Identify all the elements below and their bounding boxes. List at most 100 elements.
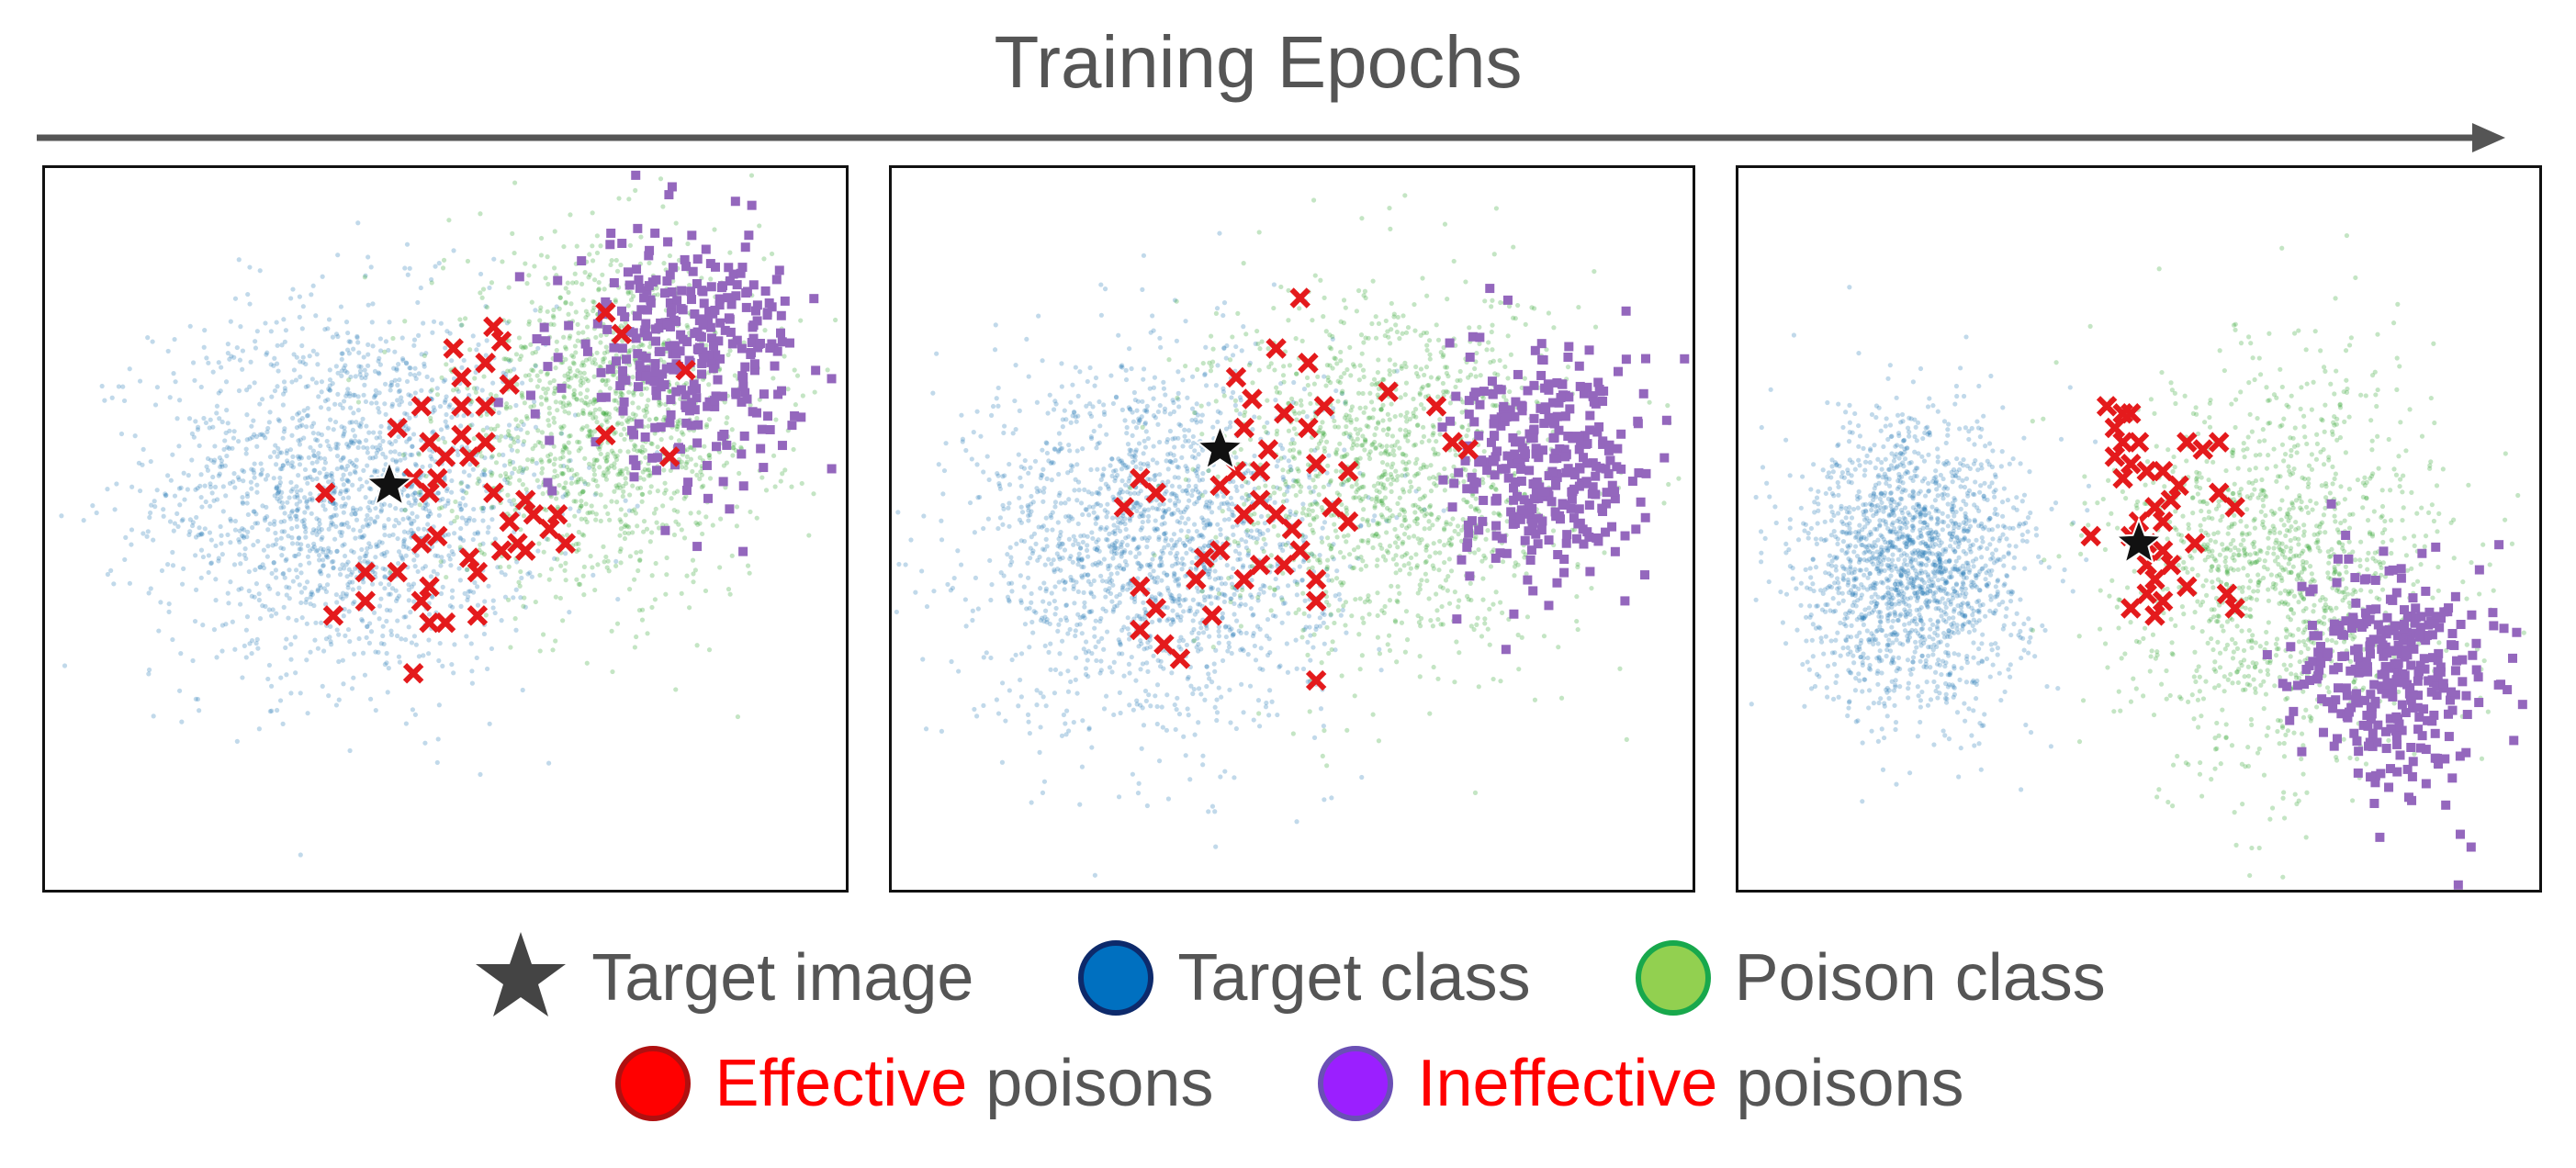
point-poison-class [552, 385, 557, 391]
point-target-class [315, 362, 321, 367]
point-target-class [278, 519, 284, 524]
point-target-class [211, 498, 217, 503]
point-target-class [1139, 746, 1144, 751]
point-poison-class [576, 477, 581, 482]
point-target-class [1119, 519, 1125, 524]
point-poison-class [792, 367, 797, 373]
point-target-class [265, 676, 271, 682]
point-target-class [1119, 549, 1125, 555]
point-poison-class [679, 459, 684, 465]
point-target-class [969, 456, 974, 462]
point-poison-class [640, 469, 646, 475]
point-target-class [1178, 528, 1184, 533]
point-target-class [1221, 591, 1227, 598]
point-target-class [1041, 499, 1046, 504]
point-poison-class [592, 407, 598, 412]
point-target-class [1063, 615, 1069, 621]
point-target-class [263, 435, 268, 441]
point-target-class [1154, 526, 1161, 533]
point-poison-class [581, 564, 587, 569]
point-target-class [309, 477, 315, 482]
point-target-class [384, 660, 389, 666]
point-target-class [385, 690, 390, 695]
point-target-class [365, 463, 370, 468]
point-target-class [1094, 539, 1099, 545]
point-target-class [485, 530, 490, 535]
point-target-class [1016, 703, 1021, 709]
point-target-class [1027, 730, 1032, 736]
point-target-class [1186, 516, 1191, 522]
point-target-class [1085, 533, 1090, 539]
point-ineffective-poison [661, 364, 671, 374]
point-target-class [367, 544, 374, 550]
point-ineffective-poison [756, 444, 766, 454]
point-poison-class [613, 456, 620, 463]
point-target-class [1288, 467, 1294, 473]
point-poison-class [561, 443, 568, 448]
point-poison-class [604, 455, 610, 460]
point-target-class [412, 564, 418, 569]
point-target-class [264, 473, 271, 478]
point-target-class [309, 498, 315, 503]
point-target-class [1140, 661, 1146, 667]
point-target-class [972, 706, 977, 713]
point-target-class [1238, 601, 1243, 607]
point-target-class [428, 574, 433, 579]
point-target-class [181, 470, 186, 476]
point-poison-class [591, 415, 596, 421]
point-target-class [1144, 803, 1150, 809]
point-target-class [427, 463, 433, 468]
point-target-class [480, 541, 486, 546]
point-poison-class [602, 455, 608, 461]
point-target-class [1138, 489, 1143, 494]
point-ineffective-poison [692, 279, 702, 289]
point-poison-class [601, 359, 606, 365]
point-ineffective-poison [651, 386, 661, 396]
point-ineffective-poison [557, 383, 567, 393]
point-target-class [459, 365, 465, 370]
point-target-class [284, 450, 289, 456]
point-poison-class [789, 484, 794, 489]
point-target-class [1109, 455, 1115, 462]
point-target-class [370, 568, 376, 575]
point-target-class [474, 386, 479, 391]
point-target-class [1088, 590, 1094, 597]
point-target-class [260, 603, 265, 609]
point-target-class [1041, 580, 1047, 586]
point-ineffective-poison [715, 318, 726, 328]
point-target-class [1054, 551, 1060, 556]
point-target-class [354, 517, 360, 522]
point-target-class [308, 474, 313, 479]
point-target-class [408, 393, 413, 399]
point-target-class [444, 424, 450, 431]
point-target-class [243, 387, 250, 393]
point-target-class [279, 489, 285, 495]
point-poison-class [499, 433, 504, 439]
point-poison-class [546, 405, 552, 410]
point-poison-class [725, 415, 730, 421]
point-poison-class [617, 517, 623, 522]
point-ineffective-poison [759, 463, 769, 473]
point-target-class [1233, 343, 1239, 350]
point-target-class [187, 517, 193, 522]
point-target-class [1111, 548, 1117, 554]
point-ineffective-poison [681, 402, 692, 412]
point-target-class [408, 365, 413, 371]
point-poison-class [438, 558, 444, 565]
point-target-class [446, 553, 452, 558]
point-poison-class [579, 410, 586, 416]
point-target-class [244, 491, 250, 497]
point-target-class [331, 565, 336, 570]
point-target-class [1127, 518, 1133, 523]
point-target-class [311, 545, 317, 550]
point-target-class [1104, 629, 1110, 635]
point-target-class [1040, 472, 1045, 478]
point-poison-class [615, 472, 621, 477]
point-poison-class [661, 359, 667, 365]
point-target-class [1003, 718, 1008, 724]
point-poison-class [576, 529, 581, 535]
point-poison-class [676, 522, 681, 527]
point-target-class [269, 683, 275, 689]
point-target-class [1196, 686, 1202, 691]
point-poison-class [684, 447, 690, 453]
